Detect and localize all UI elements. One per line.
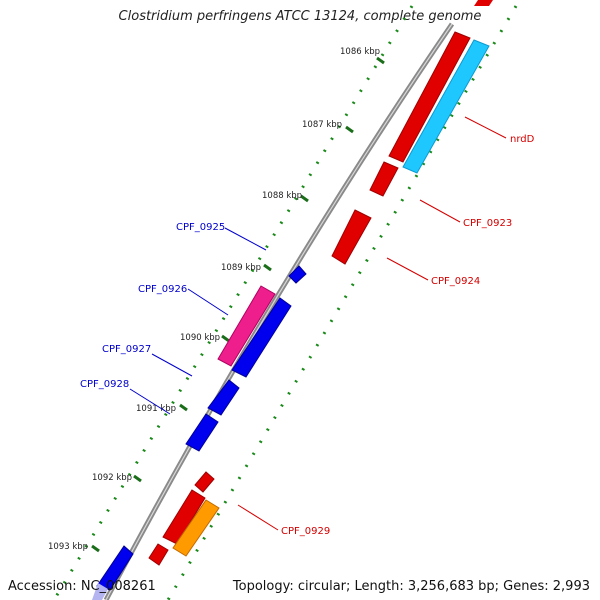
- tick-label-1089: 1089 kbp: [221, 263, 261, 273]
- backbone-highlight: [105, 23, 453, 600]
- leader-CPF_0923: [419, 199, 461, 223]
- gene-arrow-CPF_0928-b[interactable]: [185, 413, 219, 452]
- gene-label-CPF_0923[interactable]: CPF_0923: [463, 218, 512, 229]
- tick-label-1088: 1088 kbp: [262, 191, 302, 201]
- tick-1090: [221, 334, 230, 343]
- gene-label-CPF_0924[interactable]: CPF_0924: [431, 276, 480, 287]
- tick-label-1092: 1092 kbp: [92, 473, 132, 483]
- gene-arrow-CPF_0928[interactable]: [207, 379, 240, 416]
- tick-label-1093: 1093 kbp: [48, 542, 88, 552]
- leader-CPF_0924: [386, 257, 429, 281]
- blue-feature-bottom[interactable]: [96, 545, 134, 591]
- tick-1088: [300, 194, 309, 203]
- tick-1087: [345, 125, 354, 134]
- gene-arrow-CPF_0924[interactable]: [331, 209, 372, 265]
- leader-nrdD: [464, 116, 507, 139]
- outer-dotted-track: [166, 5, 518, 600]
- tick-label-1087: 1087 kbp: [302, 120, 342, 130]
- tick-marks: [91, 56, 385, 553]
- accession-text: Accession: NC_008261: [8, 579, 156, 594]
- gene-arrow-CPF_0925[interactable]: [288, 265, 307, 284]
- gene-label-CPF_0926[interactable]: CPF_0926: [138, 284, 187, 295]
- gene-label-CPF_0929[interactable]: CPF_0929: [281, 526, 330, 537]
- orange-feature[interactable]: [172, 499, 220, 557]
- leader-CPF_0928: [129, 388, 171, 415]
- tick-label-1090: 1090 kbp: [180, 333, 220, 343]
- genome-summary-text: Topology: circular; Length: 3,256,683 bp…: [232, 579, 590, 594]
- tick-1092: [133, 474, 142, 483]
- gene-label-CPF_0927[interactable]: CPF_0927: [102, 344, 151, 355]
- gene-arrow-nrdD[interactable]: [388, 31, 471, 163]
- leader-CPF_0929: [237, 504, 279, 531]
- leader-CPF_0925: [224, 227, 267, 251]
- leader-CPF_0927: [151, 353, 193, 377]
- forward-leaders: [237, 116, 507, 531]
- lavender-feature[interactable]: [92, 583, 108, 600]
- tick-1086: [376, 56, 385, 65]
- leader-CPF_0926: [187, 288, 229, 316]
- gene-arrow-nrdD-top[interactable]: [474, 0, 493, 6]
- tick-1093: [91, 544, 100, 553]
- gene-label-nrdD[interactable]: nrdD: [510, 134, 535, 145]
- tick-label-1091: 1091 kbp: [136, 404, 176, 414]
- gene-label-CPF_0925[interactable]: CPF_0925: [176, 222, 225, 233]
- gene-arrow-CPF_0927[interactable]: [231, 297, 292, 378]
- genome-title: Clostridium perfringens ATCC 13124, comp…: [118, 9, 482, 24]
- tick-label-1086: 1086 kbp: [340, 47, 380, 57]
- gene-arrow-CPF_0926[interactable]: [217, 285, 276, 367]
- tick-1089: [263, 263, 272, 272]
- gene-arrow-CPF_0923[interactable]: [369, 161, 399, 197]
- cyan-feature[interactable]: [402, 39, 490, 174]
- gene-arrow-CPF_0929-a[interactable]: [194, 471, 215, 493]
- tick-1091: [179, 403, 188, 412]
- small-red-feature[interactable]: [148, 543, 169, 566]
- gene-label-CPF_0928[interactable]: CPF_0928: [80, 379, 129, 390]
- inner-dotted-track: [52, 5, 414, 600]
- reverse-leaders: [129, 227, 267, 415]
